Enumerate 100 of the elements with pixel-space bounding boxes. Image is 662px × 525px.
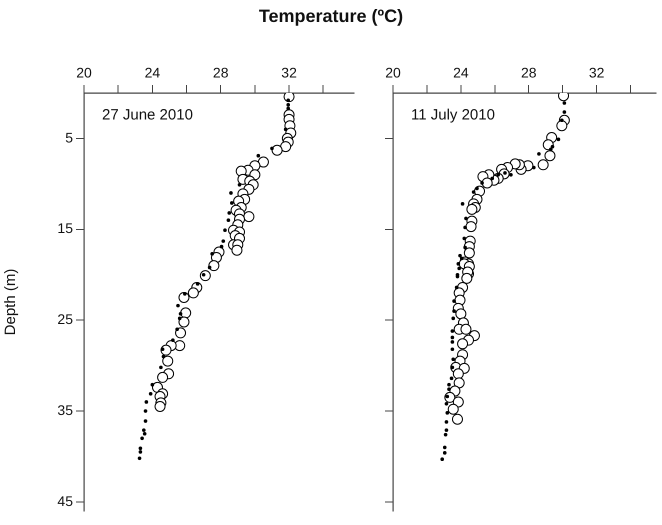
point: [447, 382, 451, 386]
point: [457, 266, 461, 270]
point: [462, 236, 466, 240]
point: [562, 101, 566, 105]
point: [463, 226, 467, 230]
point: [460, 324, 472, 335]
point: [461, 272, 472, 284]
point: [450, 366, 454, 370]
point: [144, 419, 148, 423]
point: [258, 156, 269, 168]
x-tick-label: 20: [385, 64, 401, 80]
point: [238, 182, 242, 187]
point: [280, 141, 292, 152]
point: [444, 428, 448, 432]
point: [452, 396, 464, 408]
point: [140, 436, 144, 440]
annotation: 27 June 2010: [102, 106, 193, 124]
point: [444, 420, 448, 424]
point: [445, 411, 450, 415]
point: [464, 247, 475, 258]
x-axis-title: Temperature (ºC): [258, 6, 404, 27]
point: [144, 400, 148, 404]
point: [286, 98, 290, 102]
point: [160, 347, 164, 352]
point: [178, 316, 182, 320]
point: [454, 377, 465, 388]
point: [286, 103, 290, 107]
point: [450, 329, 454, 333]
point: [538, 159, 549, 170]
point: [482, 177, 493, 188]
point: [220, 244, 224, 248]
point: [162, 356, 174, 367]
point: [452, 368, 464, 380]
point: [171, 338, 175, 342]
point: [472, 190, 476, 194]
point: [452, 309, 456, 313]
point: [450, 347, 454, 352]
point: [456, 262, 460, 266]
y-tick-label: 35: [57, 402, 74, 418]
point: [175, 327, 186, 338]
x-tick-label: 20: [76, 64, 92, 80]
point: [243, 211, 254, 222]
x-tick-label: 28: [520, 64, 537, 80]
point: [230, 201, 234, 205]
point: [455, 308, 466, 320]
point: [183, 292, 187, 296]
point: [450, 336, 454, 340]
point: [544, 150, 556, 162]
point: [196, 282, 200, 286]
point: [490, 176, 494, 180]
point: [138, 450, 142, 454]
point: [440, 457, 444, 462]
y-tick-label: 45: [57, 492, 74, 509]
x-tick-label: 32: [588, 64, 605, 80]
point: [162, 354, 166, 358]
point: [188, 287, 199, 298]
point: [509, 172, 513, 177]
point: [256, 154, 260, 158]
x-tick-label: 24: [144, 64, 160, 80]
point: [227, 211, 232, 215]
point: [150, 382, 154, 386]
point: [452, 414, 463, 425]
point: [229, 191, 233, 195]
point: [210, 252, 214, 256]
point: [148, 392, 152, 396]
y-tick-label: 15: [57, 220, 74, 236]
point: [175, 327, 179, 332]
point: [223, 228, 227, 232]
point: [480, 181, 484, 185]
x-tick-label: 24: [453, 64, 469, 80]
annotation: 11 July 2010: [411, 106, 495, 124]
point: [556, 138, 560, 142]
point: [270, 146, 274, 150]
point: [451, 357, 456, 362]
point: [537, 152, 541, 156]
point: [231, 244, 242, 256]
point: [226, 218, 230, 222]
point: [458, 254, 462, 258]
point: [452, 299, 456, 303]
point: [454, 286, 458, 290]
x-tick-label: 32: [281, 64, 298, 80]
point: [463, 246, 467, 250]
point: [178, 316, 190, 328]
point: [138, 446, 142, 450]
point: [550, 144, 554, 148]
point: [286, 106, 290, 110]
point: [549, 148, 553, 152]
point: [284, 128, 288, 132]
point: [272, 144, 283, 156]
point: [178, 312, 182, 316]
point: [157, 372, 168, 383]
point: [447, 387, 451, 392]
point: [460, 202, 464, 206]
point: [442, 446, 447, 450]
point: [159, 366, 163, 370]
x-tick-label: 28: [212, 64, 229, 80]
point: [221, 239, 226, 243]
point: [142, 428, 146, 432]
y-axis-title: Depth (m): [2, 268, 20, 336]
point: [457, 338, 468, 350]
